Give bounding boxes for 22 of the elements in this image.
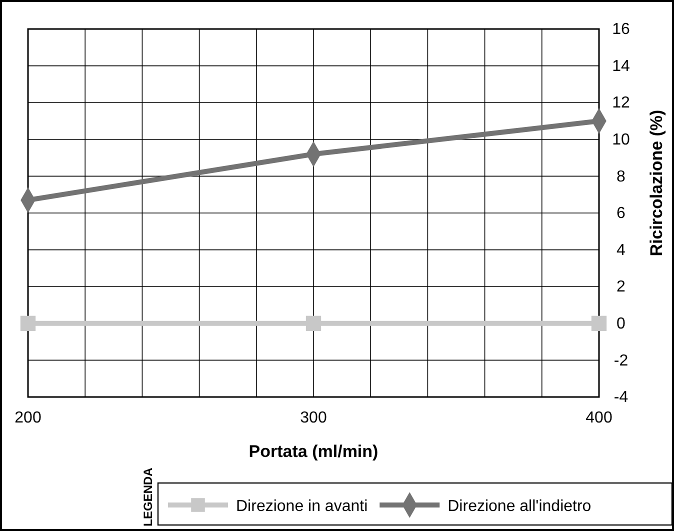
point <box>591 316 607 331</box>
y-tick-label: 2 <box>616 278 626 296</box>
x-axis-title: Portata (ml/min) <box>248 442 378 461</box>
y-tick-label: -2 <box>614 352 628 370</box>
point <box>20 316 36 331</box>
x-tick-label: 200 <box>14 409 42 426</box>
legend-title: LEGENDA <box>141 467 155 526</box>
legend-label: Direzione all'indietro <box>448 498 592 515</box>
y-tick-label: 12 <box>612 94 630 112</box>
x-tick-label: 300 <box>300 409 327 426</box>
legend-label: Direzione in avanti <box>236 498 368 515</box>
y-tick-label: 14 <box>612 58 630 75</box>
y-tick-label: -4 <box>614 389 628 406</box>
y-axis-title: Ricircolazione (%) <box>647 110 666 256</box>
point <box>306 316 322 331</box>
y-tick-label: 16 <box>612 21 630 38</box>
y-tick-label: 8 <box>616 168 626 186</box>
y-tick-label: 6 <box>616 205 626 222</box>
x-tick-label: 400 <box>586 409 612 426</box>
y-tick-label: 10 <box>612 132 630 149</box>
y-tick-label: 0 <box>616 316 626 333</box>
y-tick-label: 4 <box>616 242 626 259</box>
